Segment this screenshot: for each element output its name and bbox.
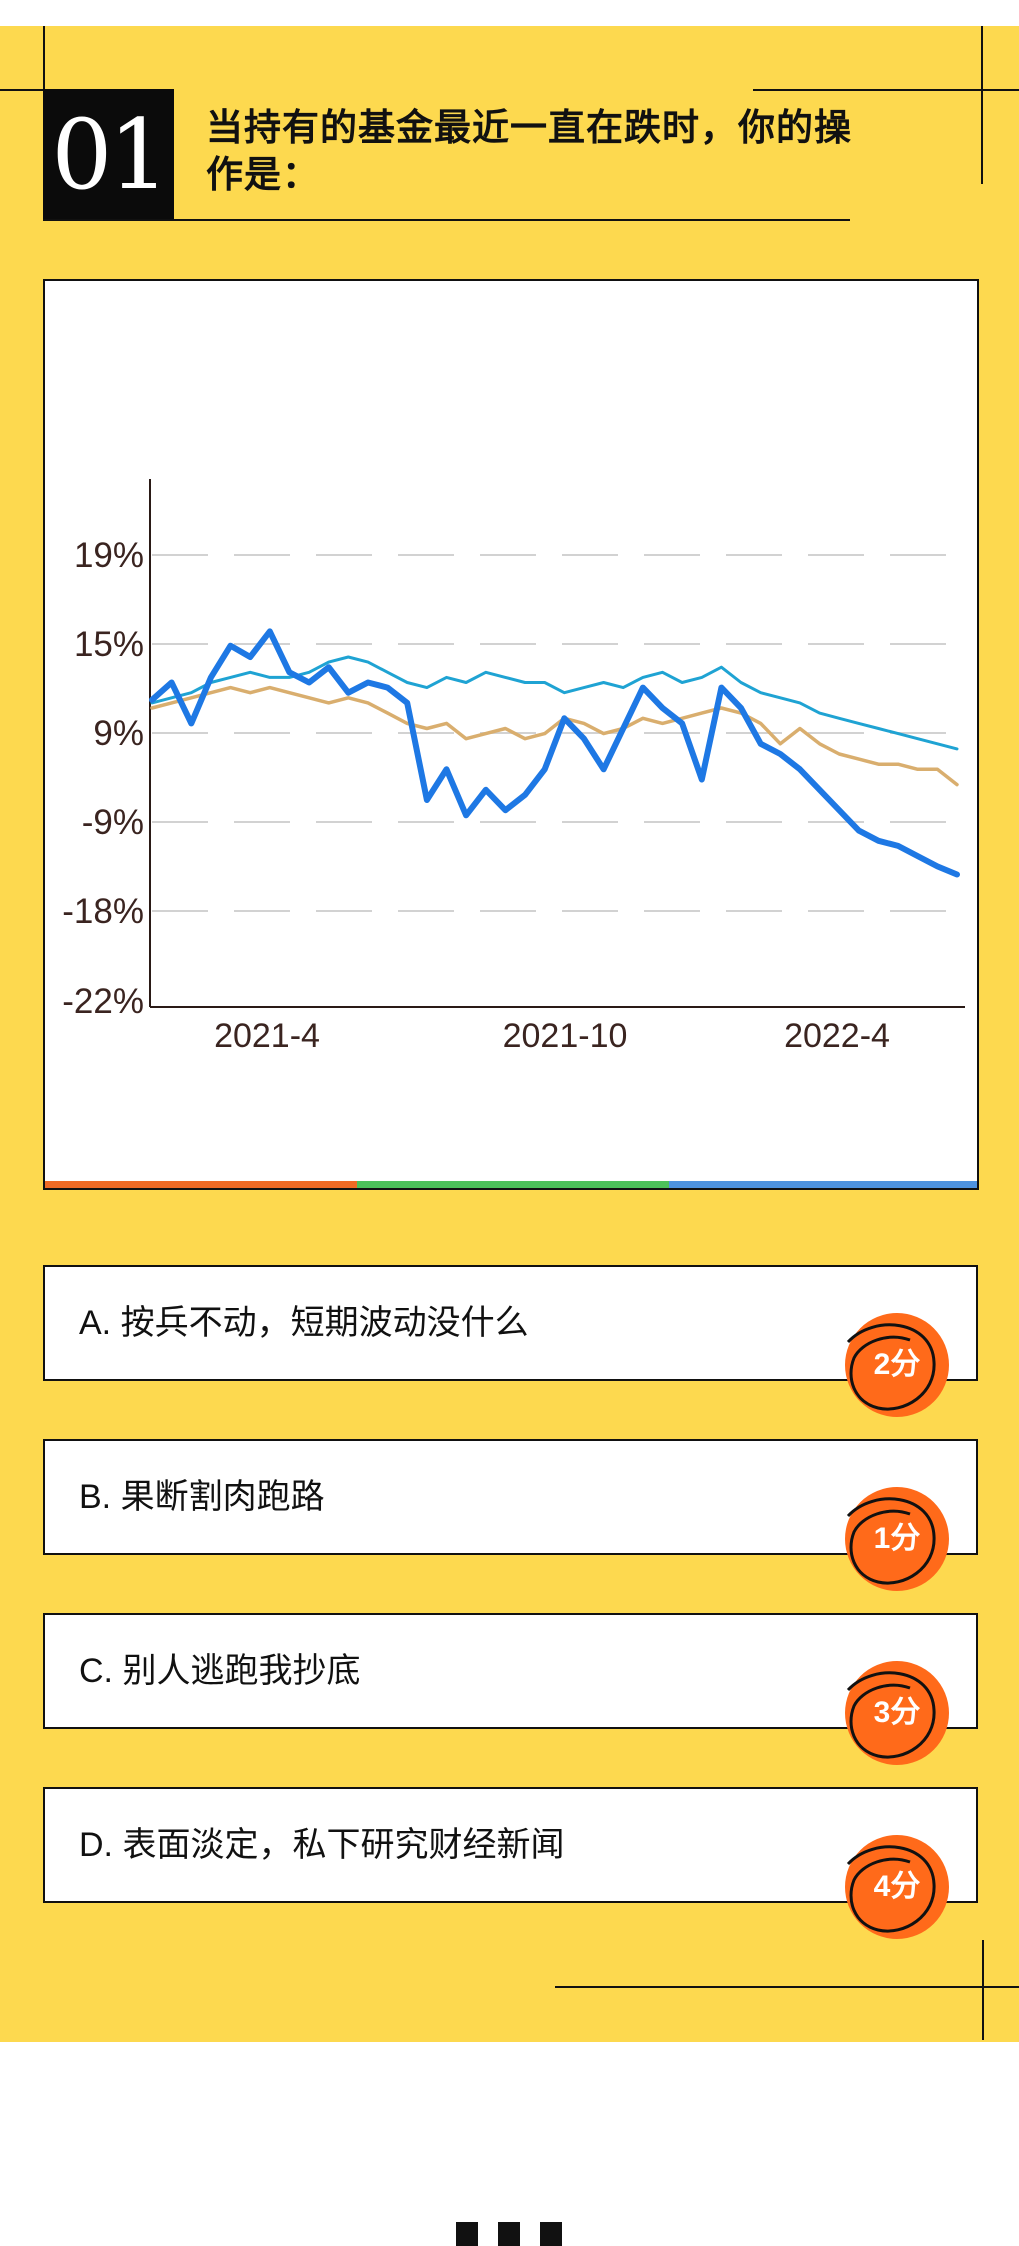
- y-tick-label: 15%: [74, 625, 144, 664]
- x-tick-label: 2021-10: [503, 1017, 628, 1055]
- score-badge-c: 3分: [844, 1660, 950, 1766]
- score-d: 4分: [873, 1870, 921, 1903]
- score-badge-d: 4分: [844, 1834, 950, 1940]
- badge-circle-icon: [845, 1313, 949, 1417]
- title-underline: [43, 219, 850, 221]
- score-badge-a: 2分: [844, 1312, 950, 1418]
- series-line-0: [149, 628, 960, 878]
- x-tick-label: 2021-4: [214, 1017, 320, 1055]
- option-d[interactable]: D. 表面淡定，私下研究财经新闻: [43, 1787, 978, 1903]
- option-a-text: A. 按兵不动，短期波动没什么: [79, 1304, 529, 1342]
- score-c: 3分: [873, 1696, 921, 1729]
- corner-line-bottom-right-h: [555, 1986, 1019, 1988]
- x-tick-label: 2022-4: [784, 1017, 890, 1055]
- y-tick-label: -18%: [62, 892, 144, 931]
- series-line-2: [150, 685, 959, 787]
- y-tick-label: -22%: [62, 982, 144, 1021]
- badge-circle-icon: [845, 1835, 949, 1939]
- score-badge-b: 1分: [844, 1486, 950, 1592]
- chart-card: 19% 15% 9% -9% -18% -22% 2021-4 2021-10 2022-4: [43, 279, 979, 1190]
- option-c[interactable]: C. 别人逃跑我抄底: [43, 1613, 978, 1729]
- badge-circle-icon: [845, 1661, 949, 1765]
- score-b: 1分: [873, 1522, 921, 1555]
- next-section-peek-icon: [456, 2222, 562, 2246]
- badge-circle-icon: [845, 1487, 949, 1591]
- bar-segment-blue: [669, 1181, 977, 1188]
- y-tick-label: 19%: [74, 536, 144, 575]
- option-c-text: C. 别人逃跑我抄底: [79, 1652, 361, 1690]
- y-tick-label: -9%: [82, 803, 144, 842]
- corner-line-top-left-v: [43, 26, 45, 89]
- option-b-text: B. 果断割肉跑路: [79, 1478, 325, 1516]
- corner-line-bottom-right-v: [982, 1940, 984, 2040]
- series-line-1: [150, 655, 959, 751]
- option-b[interactable]: B. 果断割肉跑路: [43, 1439, 978, 1555]
- question-title: 当持有的基金最近一直在跌时，你的操作是：: [206, 106, 852, 196]
- option-d-text: D. 表面淡定，私下研究财经新闻: [79, 1826, 565, 1864]
- corner-line-top-right-h: [753, 89, 1019, 91]
- question-number: 01: [43, 89, 174, 221]
- option-a[interactable]: A. 按兵不动，短期波动没什么: [43, 1265, 978, 1381]
- corner-line-top-right-v: [981, 26, 983, 184]
- score-a: 2分: [873, 1348, 921, 1381]
- fund-line-chart: 19% 15% 9% -9% -18% -22% 2021-4 2021-10 2022-4: [62, 479, 967, 1055]
- bar-segment-orange: [45, 1181, 357, 1188]
- y-tick-label: 9%: [93, 714, 144, 753]
- bar-segment-green: [357, 1181, 669, 1188]
